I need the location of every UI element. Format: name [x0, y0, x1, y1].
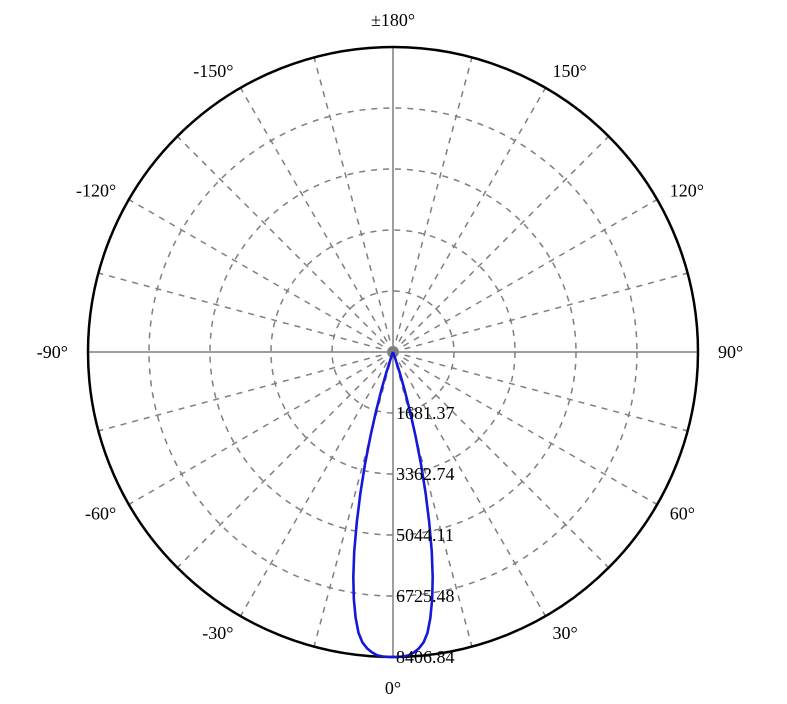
angle-label: 90° — [718, 342, 743, 362]
angle-label: -30° — [202, 623, 233, 643]
radial-label: 8406.84 — [396, 647, 455, 667]
angle-label: 60° — [670, 504, 695, 524]
angle-label: -150° — [193, 61, 233, 81]
radial-label: 5044.11 — [396, 525, 454, 545]
radial-label: 6725.48 — [396, 586, 455, 606]
polar-chart: 0° 30° 60° 90° 120° 150° ±180° -150° -120° -90° -6… — [0, 0, 787, 704]
radial-label: 3362.74 — [396, 464, 455, 484]
angle-label: ±180° — [371, 10, 415, 30]
radial-label: 1681.37 — [396, 403, 455, 423]
angle-label: 0° — [385, 678, 401, 698]
angle-label: 30° — [553, 623, 578, 643]
angle-label: 150° — [553, 61, 587, 81]
angle-label: -60° — [85, 504, 116, 524]
angle-label: -120° — [76, 181, 116, 201]
angle-label: -90° — [37, 342, 68, 362]
angle-label: 120° — [670, 181, 704, 201]
